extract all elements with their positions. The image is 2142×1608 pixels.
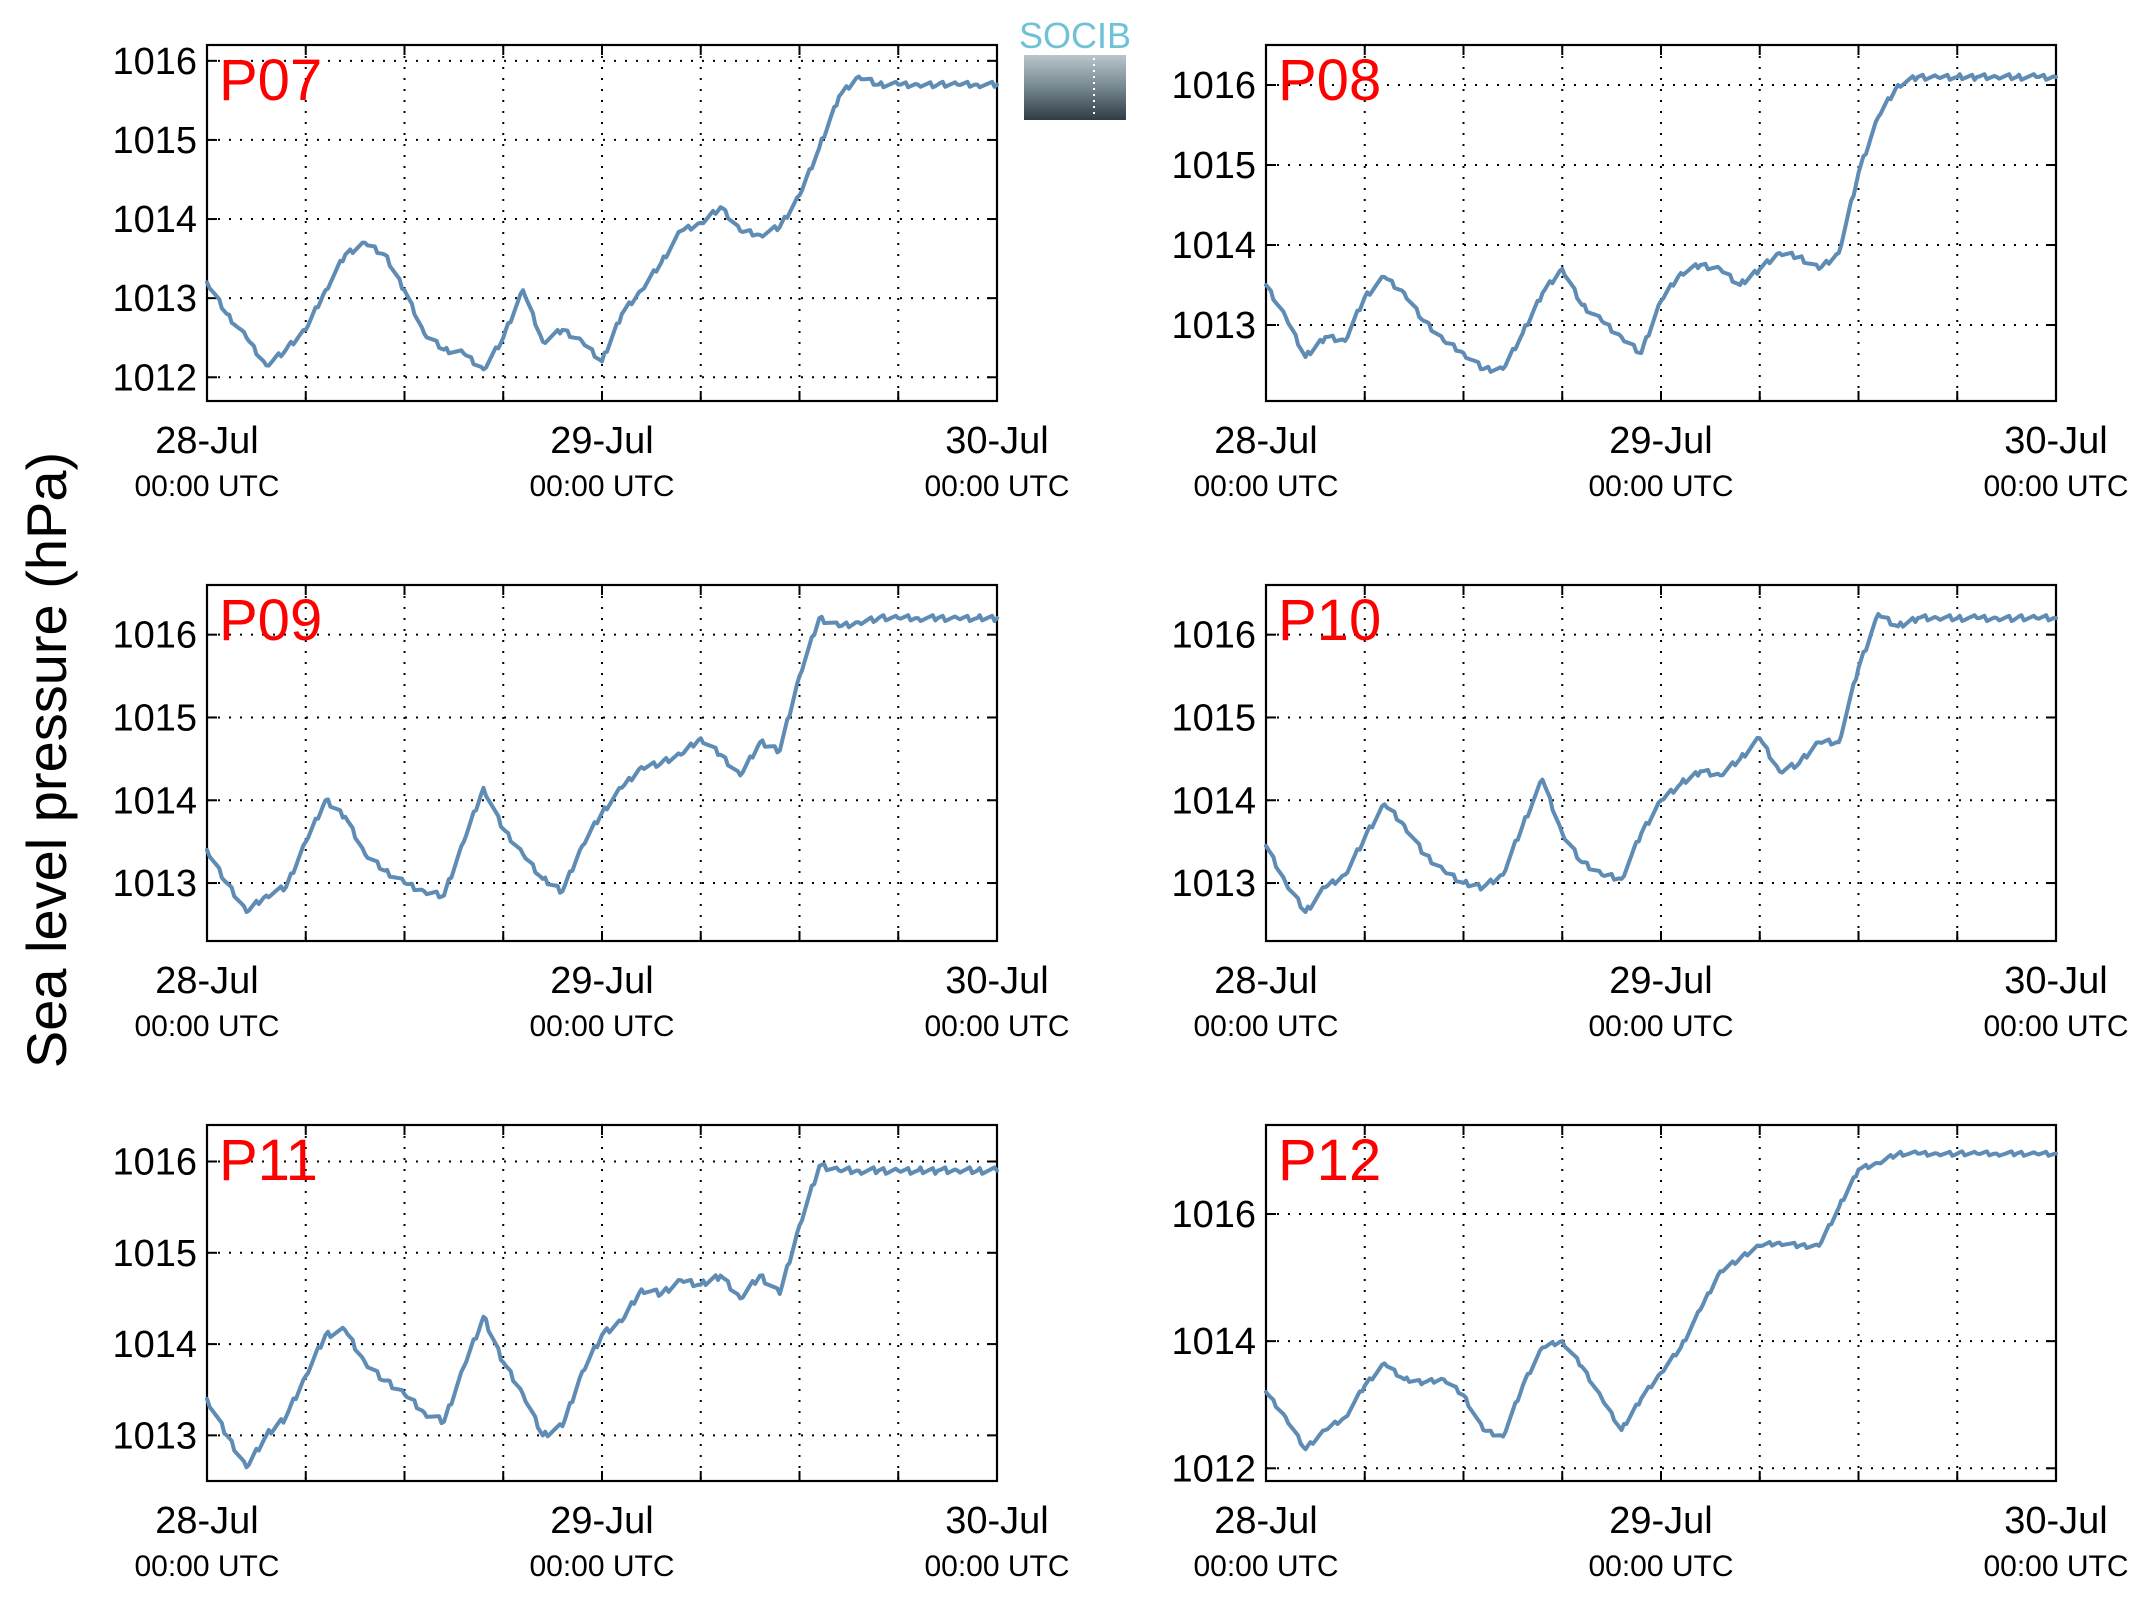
x-tick-time-label: 00:00 UTC [529, 1550, 674, 1583]
panel-p09: 1013 1014 1015 1016 28-Jul 00:00 UTC 29-Jul 00:… [112, 583, 1070, 1043]
y-axis-label: Sea level pressure (hPa) [15, 452, 78, 1068]
x-tick-date-label: 28-Jul [1214, 1500, 1318, 1542]
panel-p07: 1012 1013 1014 1015 1016 28-Jul 00:00 UTC 29-Ju… [112, 41, 1069, 503]
x-tick-time-label: 00:00 UTC [1588, 1010, 1733, 1043]
y-tick-label: 1015 [1171, 145, 1256, 187]
x-tick-time-label: 00:00 UTC [924, 470, 1069, 503]
y-tick-label: 1014 [1171, 1321, 1256, 1363]
series-line [1264, 72, 2058, 374]
x-tick-date-label: 28-Jul [155, 960, 259, 1002]
y-tick-label: 1014 [1171, 780, 1256, 822]
y-tick-label: 1015 [112, 120, 197, 162]
x-tick-time-label: 00:00 UTC [134, 1010, 279, 1043]
x-tick-date-label: 30-Jul [945, 1500, 1049, 1542]
y-tick-label: 1016 [112, 1142, 197, 1184]
y-tick-label: 1016 [112, 41, 197, 83]
x-tick-date-label: 30-Jul [945, 420, 1049, 462]
y-tick-label: 1016 [1171, 615, 1256, 657]
series-line [1264, 612, 2058, 914]
plot-frame [205, 43, 999, 403]
y-tick-label: 1016 [1171, 65, 1256, 107]
series-line [205, 613, 999, 914]
x-tick-date-label: 29-Jul [1609, 420, 1713, 462]
y-tick-label: 1014 [112, 1324, 197, 1366]
x-tick-time-label: 00:00 UTC [924, 1550, 1069, 1583]
x-tick-date-label: 29-Jul [550, 420, 654, 462]
y-tick-label: 1015 [112, 697, 197, 739]
y-tick-label: 1013 [1171, 863, 1256, 905]
panels: 1012 1013 1014 1015 1016 28-Jul 00:00 UTC 29-Ju… [112, 41, 2128, 1583]
x-tick-time-label: 00:00 UTC [1588, 1550, 1733, 1583]
x-tick-time-label: 00:00 UTC [1983, 1550, 2128, 1583]
x-tick-time-label: 00:00 UTC [1983, 1010, 2128, 1043]
y-tick-label: 1013 [1171, 305, 1256, 347]
x-tick-date-label: 28-Jul [155, 420, 259, 462]
x-tick-date-label: 30-Jul [2004, 1500, 2108, 1542]
y-tick-label: 1016 [1171, 1194, 1256, 1236]
plot-frame [1264, 1123, 2058, 1483]
x-tick-date-label: 28-Jul [155, 1500, 259, 1542]
x-tick-date-label: 29-Jul [1609, 1500, 1713, 1542]
series-line [205, 1162, 999, 1470]
x-tick-date-label: 29-Jul [1609, 960, 1713, 1002]
x-tick-time-label: 00:00 UTC [134, 1550, 279, 1583]
plot-frame [205, 583, 999, 943]
x-tick-time-label: 00:00 UTC [529, 1010, 674, 1043]
y-tick-label: 1014 [112, 199, 197, 241]
y-tick-label: 1012 [112, 357, 197, 399]
panel-label: P07 [219, 48, 322, 113]
y-tick-label: 1013 [112, 863, 197, 905]
plot-frame [1264, 583, 2058, 943]
panel-p10: 1013 1014 1015 1016 28-Jul 00:00 UTC 29-Jul 00:… [1171, 583, 2129, 1043]
y-tick-label: 1014 [1171, 225, 1256, 267]
y-tick-label: 1015 [1171, 697, 1256, 739]
panel-label: P10 [1278, 588, 1381, 653]
panel-label: P08 [1278, 48, 1381, 113]
socib-logo-mark [1024, 55, 1126, 120]
y-tick-label: 1014 [112, 780, 197, 822]
panel-label: P09 [219, 588, 322, 653]
x-tick-date-label: 30-Jul [945, 960, 1049, 1002]
panel-p11: 1013 1014 1015 1016 28-Jul 00:00 UTC 29-Jul 00:… [112, 1123, 1070, 1583]
x-tick-time-label: 00:00 UTC [1193, 470, 1338, 503]
panel-p08: 1013 1014 1015 1016 28-Jul 00:00 UTC 29-Jul 00:… [1171, 43, 2129, 503]
y-tick-label: 1013 [112, 278, 197, 320]
panel-p12: 1012 1014 1016 28-Jul 00:00 UTC 29-Jul 00:00 U… [1171, 1123, 2129, 1583]
x-tick-date-label: 28-Jul [1214, 960, 1318, 1002]
x-tick-time-label: 00:00 UTC [1588, 470, 1733, 503]
y-tick-label: 1016 [112, 615, 197, 657]
x-tick-time-label: 00:00 UTC [529, 470, 674, 503]
y-tick-label: 1013 [112, 1415, 197, 1457]
x-tick-date-label: 28-Jul [1214, 420, 1318, 462]
y-tick-label: 1012 [1171, 1448, 1256, 1490]
series-line [1264, 1149, 2058, 1452]
x-tick-date-label: 30-Jul [2004, 420, 2108, 462]
panel-label: P11 [219, 1128, 318, 1193]
x-tick-time-label: 00:00 UTC [1193, 1550, 1338, 1583]
panel-label: P12 [1278, 1128, 1381, 1193]
x-tick-date-label: 29-Jul [550, 1500, 654, 1542]
series-line [205, 74, 999, 372]
x-tick-time-label: 00:00 UTC [134, 470, 279, 503]
x-tick-time-label: 00:00 UTC [1983, 470, 2128, 503]
x-tick-time-label: 00:00 UTC [924, 1010, 1069, 1043]
plot-frame [205, 1123, 999, 1483]
x-tick-date-label: 29-Jul [550, 960, 654, 1002]
plot-frame [1264, 43, 2058, 403]
socib-logo: SOCIB [1019, 15, 1131, 120]
x-tick-date-label: 30-Jul [2004, 960, 2108, 1002]
y-tick-label: 1015 [112, 1233, 197, 1275]
x-tick-time-label: 00:00 UTC [1193, 1010, 1338, 1043]
socib-logo-text: SOCIB [1019, 15, 1131, 56]
